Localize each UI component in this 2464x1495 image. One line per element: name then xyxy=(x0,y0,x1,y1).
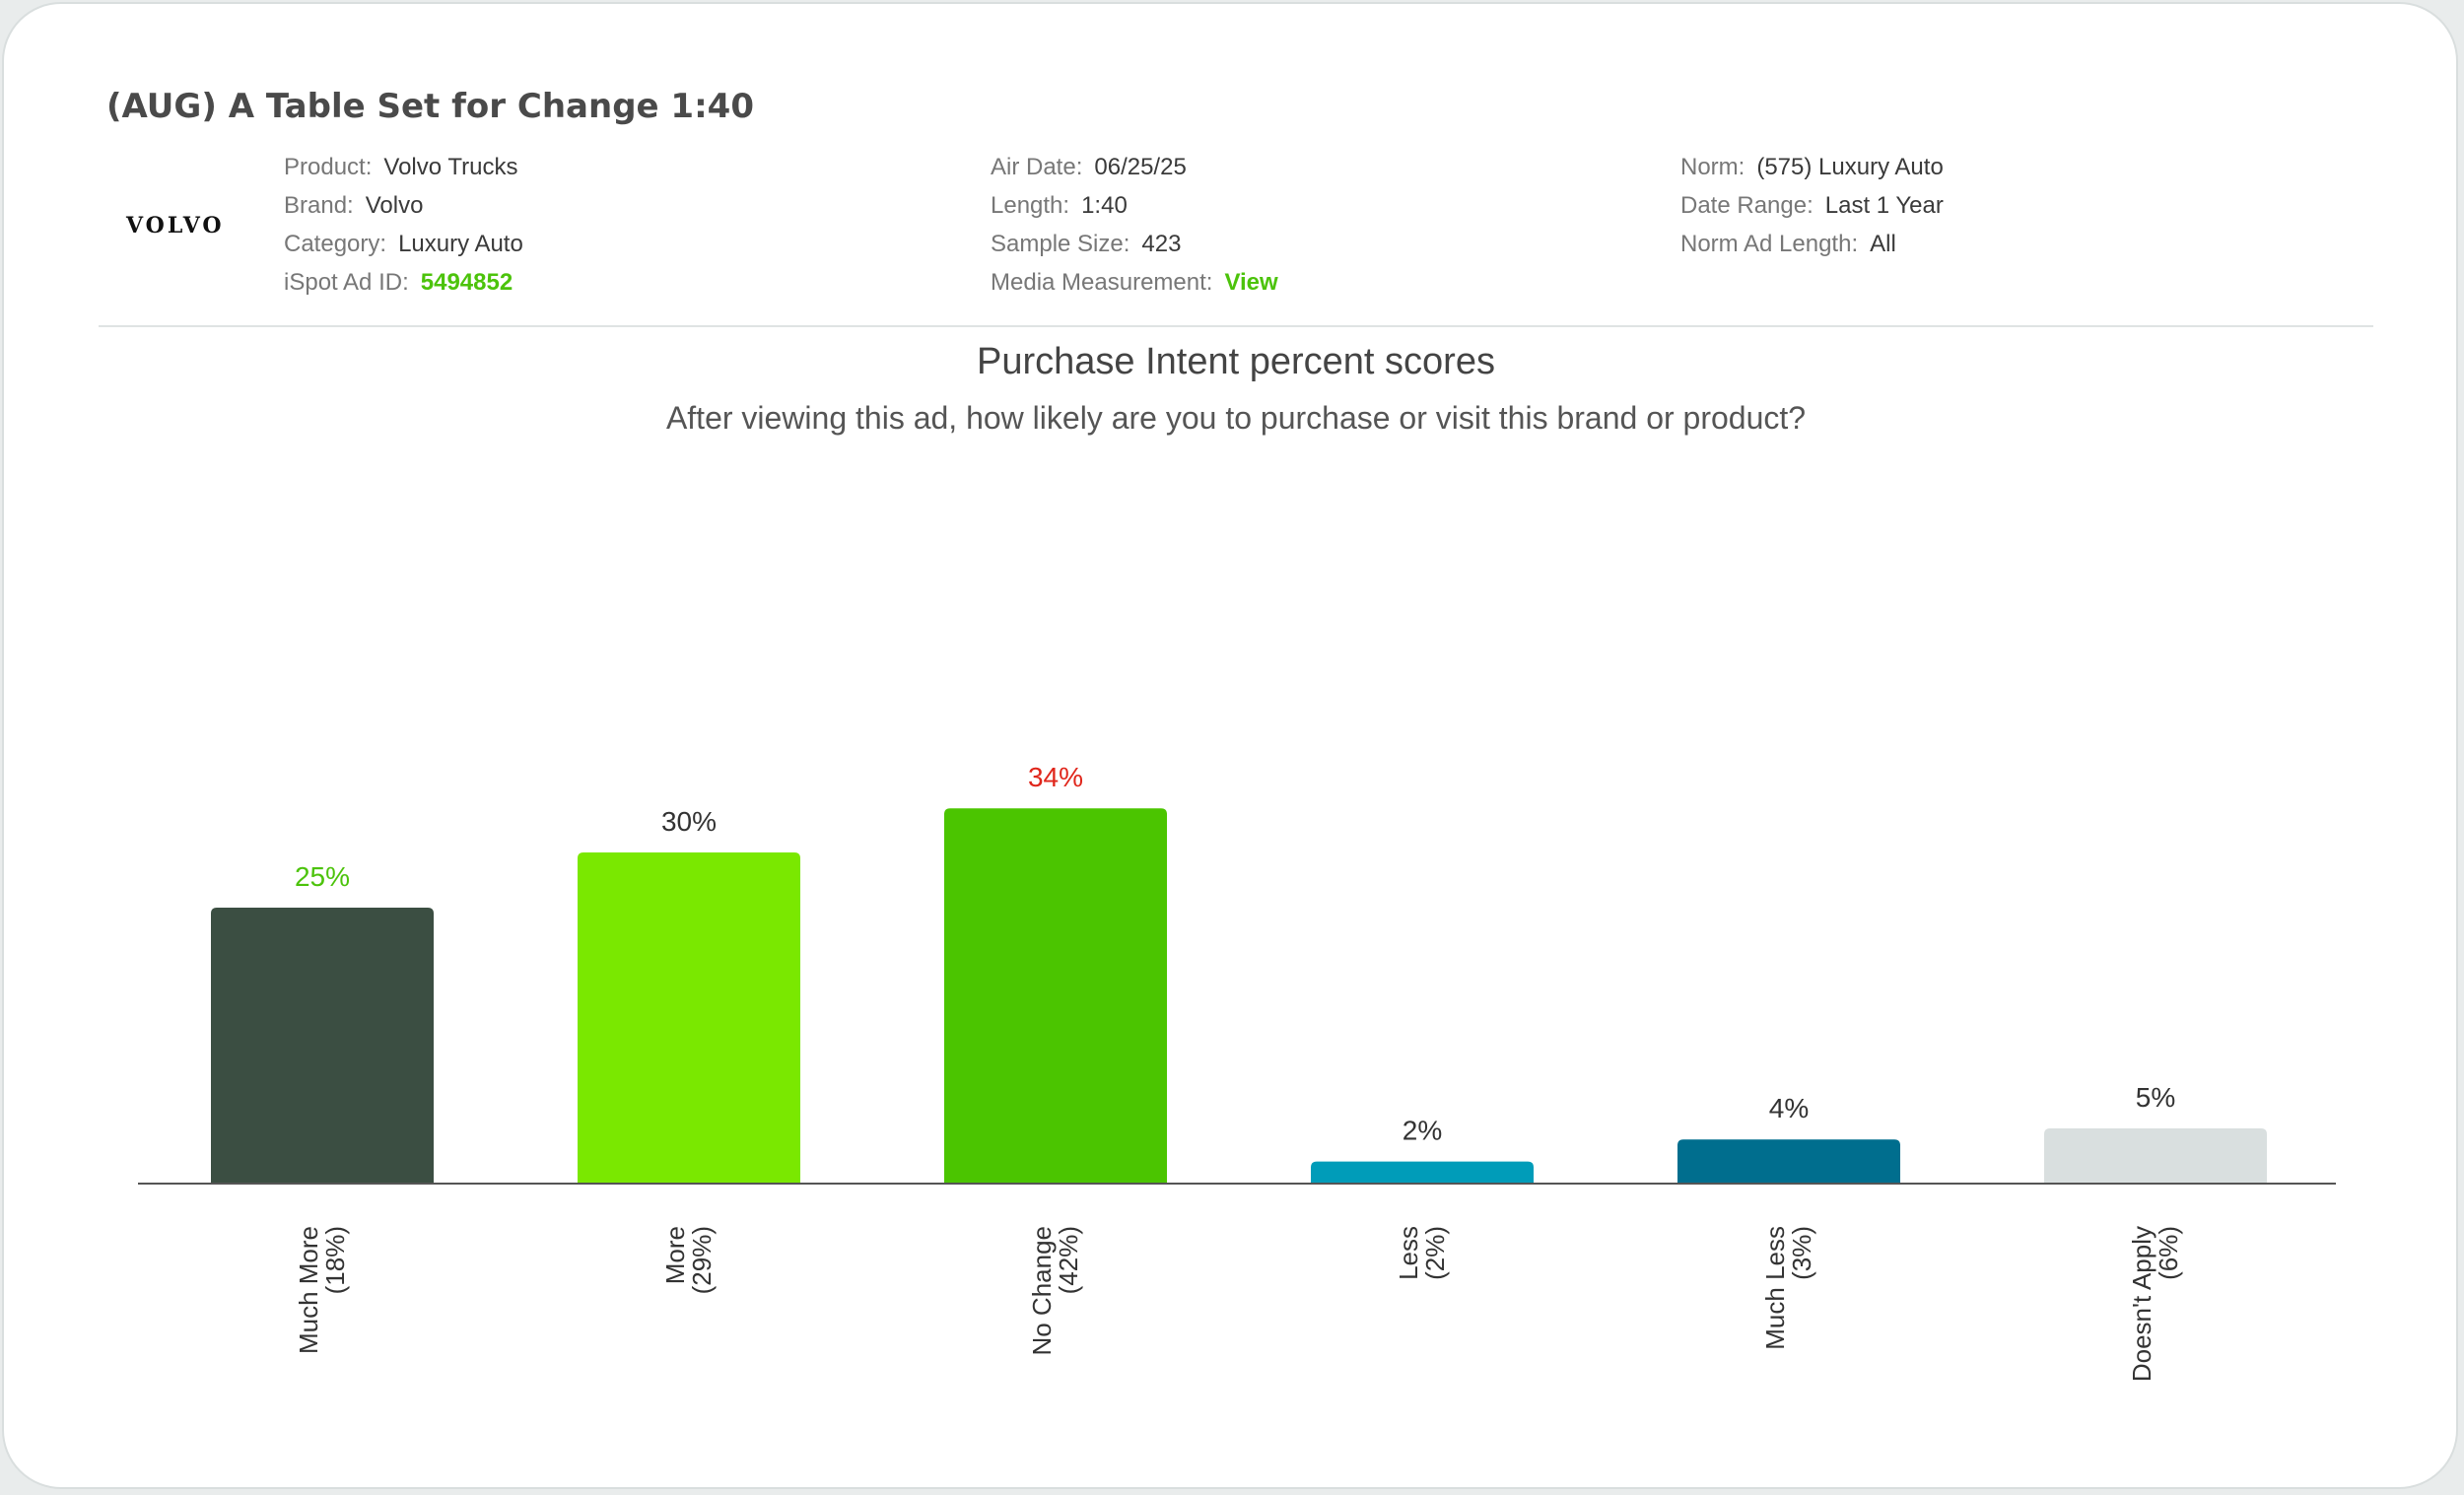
meta-row-date-range: Date Range: Last 1 Year xyxy=(1680,188,1944,227)
data-label-no-change: 34% xyxy=(1028,762,1083,792)
meta-label: Date Range: xyxy=(1680,192,1814,219)
meta-column-product: Product: Volvo Trucks Brand: Volvo Categor… xyxy=(284,150,523,304)
bar-no-change xyxy=(944,808,1167,1184)
bar-less xyxy=(1311,1161,1534,1184)
tick-label-much-less: Much Less(3%) xyxy=(1760,1226,1816,1350)
tick-norm-less: (2%) xyxy=(1420,1226,1450,1280)
meta-row-norm: Norm: (575) Luxury Auto xyxy=(1680,150,1944,188)
meta-row-media-measurement: Media Measurement: View xyxy=(991,265,1278,304)
meta-value: All xyxy=(1870,231,1896,257)
data-label-much-less: 4% xyxy=(1769,1093,1809,1123)
meta-value: 1:40 xyxy=(1081,192,1128,219)
media-measurement-view-link[interactable]: View xyxy=(1224,269,1278,296)
tick-label-no-change: No Change(42%) xyxy=(1027,1226,1083,1356)
bar-doesn-t-apply xyxy=(2044,1128,2267,1184)
chart-title: Purchase Intent percent scores xyxy=(977,341,1495,382)
meta-label: Category: xyxy=(284,231,387,257)
header-divider xyxy=(99,325,2373,327)
volvo-logo: VOLVO xyxy=(126,213,225,238)
data-label-doesn-t-apply: 5% xyxy=(2136,1082,2175,1113)
meta-label: Sample Size: xyxy=(991,231,1130,257)
tick-category-more: More xyxy=(660,1226,690,1284)
tick-label-more: More(29%) xyxy=(660,1226,717,1294)
meta-column-norm: Norm: (575) Luxury Auto Date Range: Last 1… xyxy=(1680,150,1944,265)
meta-label: Air Date: xyxy=(991,154,1083,180)
meta-value: Luxury Auto xyxy=(398,231,523,257)
meta-row-ad-id: iSpot Ad ID: 5494852 xyxy=(284,265,523,304)
meta-value: Last 1 Year xyxy=(1824,192,1944,219)
meta-row-length: Length: 1:40 xyxy=(991,188,1278,227)
ad-id-link[interactable]: 5494852 xyxy=(420,269,513,296)
meta-row-category: Category: Luxury Auto xyxy=(284,227,523,265)
meta-value: Volvo xyxy=(365,192,424,219)
bar-more xyxy=(578,852,800,1184)
tick-norm-much-more: (18%) xyxy=(320,1226,350,1294)
meta-label: Media Measurement: xyxy=(991,269,1213,296)
tick-label-much-more: Much More(18%) xyxy=(294,1226,350,1354)
tick-norm-no-change: (42%) xyxy=(1054,1226,1083,1294)
tick-category-much-less: Much Less xyxy=(1760,1226,1790,1350)
chart-subtitle: After viewing this ad, how likely are yo… xyxy=(665,400,1807,436)
data-label-much-more: 25% xyxy=(295,861,350,892)
tick-category-doesn-t-apply: Doesn't Apply xyxy=(2127,1226,2156,1382)
meta-value: (575) Luxury Auto xyxy=(1756,154,1944,180)
meta-label: Length: xyxy=(991,192,1070,219)
meta-value: Volvo Trucks xyxy=(383,154,518,180)
tick-category-much-more: Much More xyxy=(294,1226,323,1354)
meta-label: Brand: xyxy=(284,192,354,219)
meta-row-product: Product: Volvo Trucks xyxy=(284,150,523,188)
bar-much-less xyxy=(1677,1139,1900,1184)
tick-label-doesn-t-apply: Doesn't Apply(6%) xyxy=(2127,1226,2183,1382)
meta-row-norm-ad-length: Norm Ad Length: All xyxy=(1680,227,1944,265)
purchase-intent-chart: 25% Much More(18%) 30% More(29%) 34% No Chang… xyxy=(138,762,2336,1382)
tick-norm-doesn-t-apply: (6%) xyxy=(2154,1226,2183,1280)
meta-column-airing: Air Date: 06/25/25 Length: 1:40 Sample Siz… xyxy=(991,150,1278,304)
meta-row-air-date: Air Date: 06/25/25 xyxy=(991,150,1278,188)
meta-label: iSpot Ad ID: xyxy=(284,269,409,296)
meta-value: 06/25/25 xyxy=(1094,154,1187,180)
tick-category-no-change: No Change xyxy=(1027,1226,1057,1356)
tick-category-less: Less xyxy=(1394,1226,1423,1280)
meta-row-sample-size: Sample Size: 423 xyxy=(991,227,1278,265)
meta-label: Norm: xyxy=(1680,154,1745,180)
meta-label: Product: xyxy=(284,154,373,180)
meta-label: Norm Ad Length: xyxy=(1680,231,1859,257)
tick-norm-more: (29%) xyxy=(687,1226,717,1294)
data-label-more: 30% xyxy=(661,806,717,837)
tick-label-less: Less(2%) xyxy=(1394,1226,1450,1280)
bar-much-more xyxy=(211,908,434,1184)
data-label-less: 2% xyxy=(1403,1116,1442,1146)
meta-value: 423 xyxy=(1141,231,1182,257)
meta-row-brand: Brand: Volvo xyxy=(284,188,523,227)
ad-title: (AUG) A Table Set for Change 1:40 xyxy=(106,87,754,126)
tick-norm-much-less: (3%) xyxy=(1787,1226,1816,1280)
